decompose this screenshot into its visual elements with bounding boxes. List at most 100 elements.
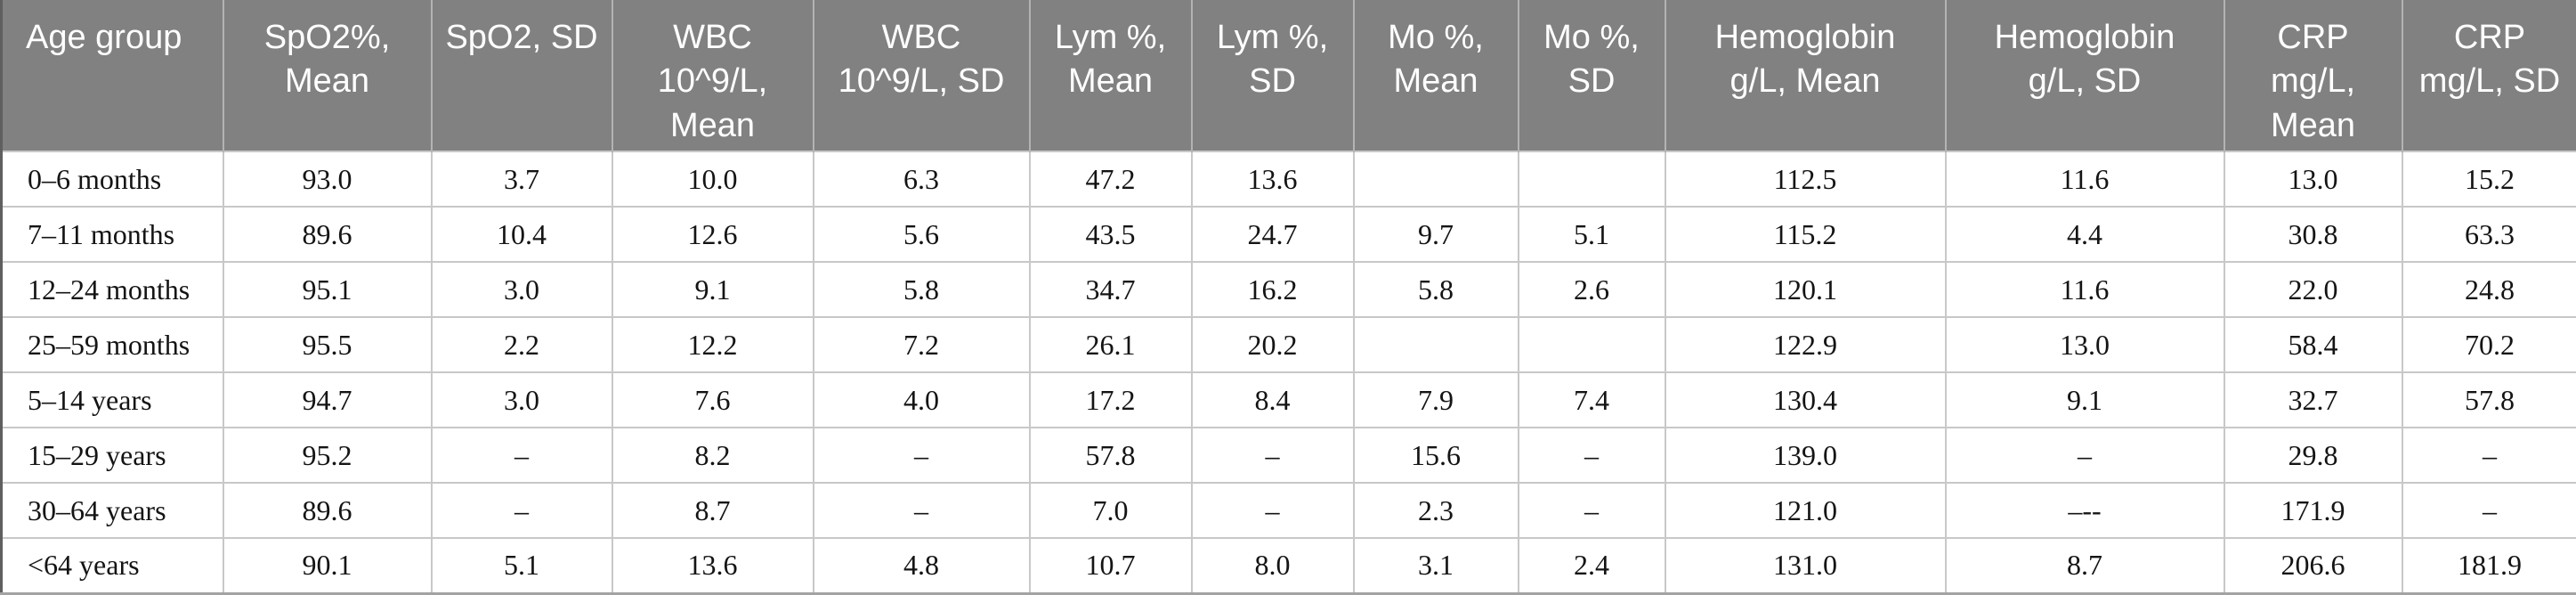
cell: 15.2 xyxy=(2402,151,2576,207)
cell-age-group: 25–59 months xyxy=(2,317,223,372)
cell: 34.7 xyxy=(1030,262,1192,317)
cell: 95.2 xyxy=(223,428,432,483)
cell: – xyxy=(2402,483,2576,538)
cell: 4.0 xyxy=(814,372,1030,428)
cell: 10.7 xyxy=(1030,538,1192,593)
cell: 2.4 xyxy=(1519,538,1665,593)
cell: 11.6 xyxy=(1946,262,2224,317)
cell: 30.8 xyxy=(2224,207,2402,262)
cell: 32.7 xyxy=(2224,372,2402,428)
cell: 13.6 xyxy=(1192,151,1354,207)
cell: 9.1 xyxy=(612,262,814,317)
cell: 130.4 xyxy=(1665,372,1946,428)
column-header-mo-sd: Mo %, SD xyxy=(1519,0,1665,151)
cell: 3.0 xyxy=(432,262,612,317)
cell: – xyxy=(2402,428,2576,483)
table-row: <64 years 90.1 5.1 13.6 4.8 10.7 8.0 3.1… xyxy=(2,538,2576,593)
cell: 58.4 xyxy=(2224,317,2402,372)
cell: – xyxy=(1192,483,1354,538)
cell-age-group: <64 years xyxy=(2,538,223,593)
cell-age-group: 7–11 months xyxy=(2,207,223,262)
cell: 22.0 xyxy=(2224,262,2402,317)
cell xyxy=(1354,317,1519,372)
cell-age-group: 0–6 months xyxy=(2,151,223,207)
cell: 206.6 xyxy=(2224,538,2402,593)
cell: 6.3 xyxy=(814,151,1030,207)
column-header-spo2-sd: SpO2, SD xyxy=(432,0,612,151)
cell: 2.2 xyxy=(432,317,612,372)
cell: 12.2 xyxy=(612,317,814,372)
cell: 5.1 xyxy=(432,538,612,593)
column-header-lym-mean: Lym %, Mean xyxy=(1030,0,1192,151)
cell: 139.0 xyxy=(1665,428,1946,483)
cell: 131.0 xyxy=(1665,538,1946,593)
cell: 122.9 xyxy=(1665,317,1946,372)
column-header-crp-mean: CRP mg/L, Mean xyxy=(2224,0,2402,151)
cell: 3.7 xyxy=(432,151,612,207)
cell: 93.0 xyxy=(223,151,432,207)
cell xyxy=(1354,151,1519,207)
cell-age-group: 15–29 years xyxy=(2,428,223,483)
cell: – xyxy=(1946,428,2224,483)
column-header-wbc-mean: WBC 10^9/L, Mean xyxy=(612,0,814,151)
cell: 29.8 xyxy=(2224,428,2402,483)
cell: 95.5 xyxy=(223,317,432,372)
column-header-wbc-sd: WBC 10^9/L, SD xyxy=(814,0,1030,151)
cell: 3.0 xyxy=(432,372,612,428)
cell: 7.0 xyxy=(1030,483,1192,538)
cell: 8.4 xyxy=(1192,372,1354,428)
cell: 7.4 xyxy=(1519,372,1665,428)
column-header-crp-sd: CRP mg/L, SD xyxy=(2402,0,2576,151)
cell: 10.0 xyxy=(612,151,814,207)
table-row: 12–24 months 95.1 3.0 9.1 5.8 34.7 16.2 … xyxy=(2,262,2576,317)
cell: 8.2 xyxy=(612,428,814,483)
cell: 112.5 xyxy=(1665,151,1946,207)
cell: 181.9 xyxy=(2402,538,2576,593)
cell: 11.6 xyxy=(1946,151,2224,207)
cell: – xyxy=(432,483,612,538)
column-header-spo2-mean: SpO2%, Mean xyxy=(223,0,432,151)
cell: 4.4 xyxy=(1946,207,2224,262)
cell: 5.8 xyxy=(814,262,1030,317)
cell: 16.2 xyxy=(1192,262,1354,317)
cell: 8.7 xyxy=(1946,538,2224,593)
cell: 8.7 xyxy=(612,483,814,538)
column-header-hemoglobin-mean: Hemoglobin g/L, Mean xyxy=(1665,0,1946,151)
table-row: 7–11 months 89.6 10.4 12.6 5.6 43.5 24.7… xyxy=(2,207,2576,262)
cell: – xyxy=(1519,483,1665,538)
cell: 63.3 xyxy=(2402,207,2576,262)
cell: 43.5 xyxy=(1030,207,1192,262)
cell: 12.6 xyxy=(612,207,814,262)
column-header-hemoglobin-sd: Hemoglobin g/L, SD xyxy=(1946,0,2224,151)
cell: 7.2 xyxy=(814,317,1030,372)
cell: –-- xyxy=(1946,483,2224,538)
cell: 57.8 xyxy=(1030,428,1192,483)
cell-age-group: 5–14 years xyxy=(2,372,223,428)
cell: 5.6 xyxy=(814,207,1030,262)
header-row: Age group SpO2%, Mean SpO2, SD WBC 10^9/… xyxy=(2,0,2576,151)
table-row: 30–64 years 89.6 – 8.7 – 7.0 – 2.3 – 121… xyxy=(2,483,2576,538)
cell: 5.8 xyxy=(1354,262,1519,317)
cell: 7.6 xyxy=(612,372,814,428)
cell: 7.9 xyxy=(1354,372,1519,428)
cell: 24.7 xyxy=(1192,207,1354,262)
cell: 26.1 xyxy=(1030,317,1192,372)
cell: 115.2 xyxy=(1665,207,1946,262)
cell: 89.6 xyxy=(223,207,432,262)
cell: 2.3 xyxy=(1354,483,1519,538)
table-row: 25–59 months 95.5 2.2 12.2 7.2 26.1 20.2… xyxy=(2,317,2576,372)
cell: 17.2 xyxy=(1030,372,1192,428)
cell: 13.0 xyxy=(1946,317,2224,372)
cell: 9.7 xyxy=(1354,207,1519,262)
cell: 20.2 xyxy=(1192,317,1354,372)
cell: 2.6 xyxy=(1519,262,1665,317)
cell: 171.9 xyxy=(2224,483,2402,538)
cell: 9.1 xyxy=(1946,372,2224,428)
cell-age-group: 30–64 years xyxy=(2,483,223,538)
cell xyxy=(1519,317,1665,372)
cell: – xyxy=(1192,428,1354,483)
cell: 3.1 xyxy=(1354,538,1519,593)
cell: 95.1 xyxy=(223,262,432,317)
cell xyxy=(1519,151,1665,207)
